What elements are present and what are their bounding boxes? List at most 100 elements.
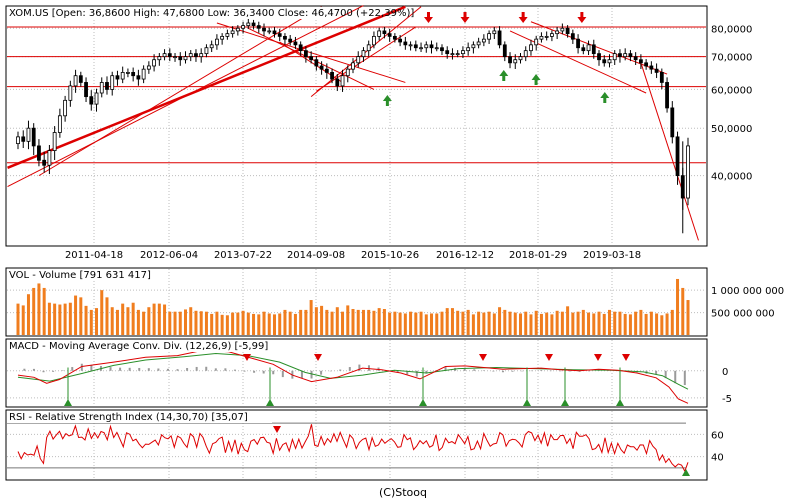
volume-bar [356, 309, 360, 335]
candle [670, 107, 675, 138]
candle [607, 59, 612, 64]
macd-histogram-bar [233, 369, 236, 371]
macd-histogram-bar [482, 370, 485, 371]
volume-bar [262, 311, 266, 335]
date-tick-label: 2019-03-18 [583, 250, 641, 261]
macd-histogram-bar [61, 370, 64, 371]
volume-bar [121, 303, 125, 335]
rsi-tick-label: 60 [711, 430, 724, 441]
candle [162, 53, 167, 58]
volume-bar [471, 314, 475, 335]
macd-buy-marker-icon [266, 399, 274, 406]
macd-histogram-bar [176, 369, 179, 371]
volume-bar [105, 297, 109, 335]
candle [215, 38, 219, 46]
macd-tick-label: -5 [722, 394, 732, 405]
macd-histogram-bar [559, 370, 562, 372]
macd-histogram-bar [549, 370, 552, 372]
volume-bar [53, 303, 57, 335]
candle [335, 78, 340, 87]
volume-bar [403, 313, 407, 335]
volume-bar [293, 313, 297, 335]
candle [450, 53, 455, 56]
macd-histogram-bar [253, 370, 256, 373]
candle [204, 47, 209, 55]
candle [529, 44, 533, 52]
macd-histogram-bar [166, 368, 169, 371]
volume-bar [157, 303, 161, 335]
macd-histogram-bar [42, 370, 45, 373]
volume-bar [361, 309, 365, 335]
buy-arrow-icon [382, 95, 392, 106]
volume-bar [241, 310, 245, 335]
candle [403, 41, 408, 46]
volume-bar [424, 314, 428, 335]
volume-bar [440, 311, 444, 335]
macd-histogram-bar [262, 370, 265, 374]
candle [309, 56, 314, 61]
candle [209, 44, 214, 49]
candle [57, 115, 62, 133]
volume-bar [288, 311, 292, 335]
macd-panel-title: MACD - Moving Average Conv. Div. (12,26,… [9, 341, 268, 352]
candle [413, 44, 418, 49]
volume-bar [445, 308, 449, 335]
candle [550, 33, 554, 37]
candle [555, 30, 560, 35]
candle [633, 56, 638, 61]
candle [534, 38, 539, 46]
volume-bar [142, 311, 146, 335]
macd-histogram-bar [214, 368, 217, 371]
volume-bar [32, 287, 36, 335]
macd-histogram-bar [434, 370, 437, 371]
candle [623, 53, 628, 58]
date-tick-label: 2014-09-08 [287, 250, 345, 261]
date-tick-label: 2015-10-26 [361, 250, 419, 261]
rsi-overbought-marker-icon [273, 426, 281, 433]
macd-sell-marker-icon [622, 354, 630, 361]
macd-line [17, 349, 689, 404]
volume-bar [628, 314, 632, 335]
volume-bar [236, 312, 240, 335]
candle [26, 127, 31, 142]
candle [47, 150, 52, 166]
candle [21, 136, 26, 142]
candle [392, 35, 397, 40]
volume-bar [461, 311, 465, 335]
macd-buy-marker-icon [419, 399, 427, 406]
volume-bar [435, 313, 439, 335]
candle [131, 72, 136, 77]
date-tick-label: 2011-04-18 [65, 250, 123, 261]
volume-bar [152, 303, 156, 335]
candle [586, 44, 591, 52]
buy-arrow-icon [499, 70, 509, 81]
volume-bar [58, 304, 62, 335]
candle [188, 53, 193, 58]
volume-bar [623, 313, 627, 335]
sell-arrow-icon [423, 12, 433, 23]
volume-bar [299, 309, 303, 335]
macd-histogram-bar [310, 370, 313, 379]
volume-bar [587, 312, 591, 335]
volume-bar [89, 309, 93, 335]
macd-histogram-bar [320, 370, 323, 375]
volume-bar [398, 312, 402, 335]
macd-histogram-bar [339, 369, 342, 371]
candle [565, 27, 570, 35]
volume-bar [539, 313, 543, 335]
volume-bar [283, 309, 287, 335]
volume-bar [330, 311, 334, 335]
volume-bar [21, 305, 25, 335]
volume-bar [414, 312, 418, 335]
volume-bar [168, 311, 172, 335]
macd-histogram-bar [568, 370, 571, 372]
candle [288, 38, 293, 43]
candle [235, 27, 240, 32]
volume-bar [246, 312, 250, 335]
candle [429, 44, 434, 49]
date-tick-label: 2016-12-12 [436, 250, 494, 261]
candle [120, 72, 125, 80]
trend-line [310, 6, 422, 98]
macd-sell-marker-icon [314, 354, 322, 361]
